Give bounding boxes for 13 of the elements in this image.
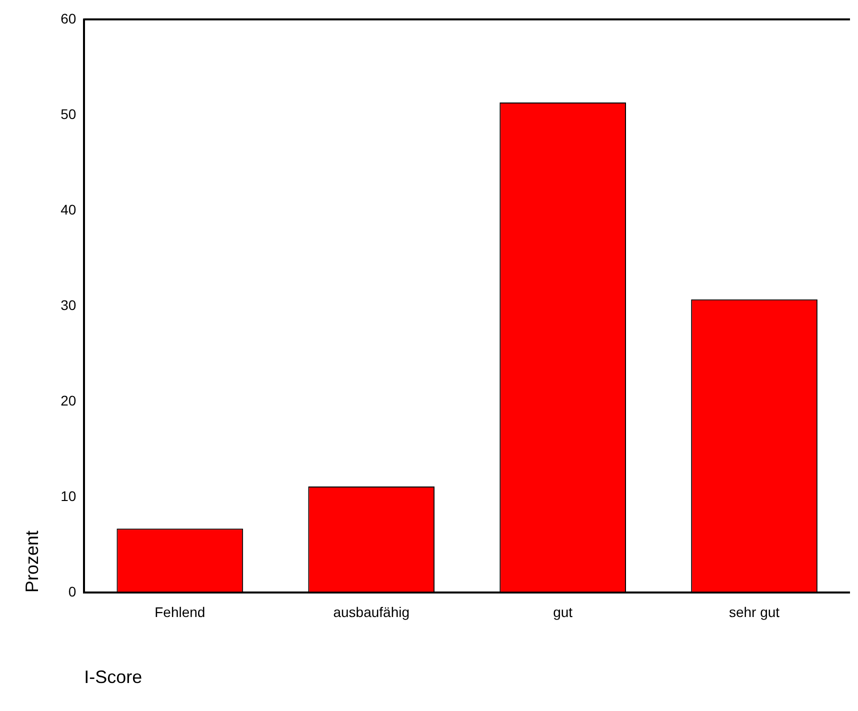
y-tick-label: 60 (60, 10, 76, 26)
x-axis-title: I-Score (84, 667, 142, 688)
y-tick-label: 10 (60, 488, 76, 504)
x-tick-label: gut (553, 604, 573, 620)
y-tick-label: 50 (60, 106, 76, 122)
y-tick-label: 40 (60, 201, 76, 218)
y-tick-label: 30 (60, 296, 76, 313)
x-tick-label: ausbaufähig (333, 604, 410, 620)
y-axis-title: Prozent (22, 530, 42, 593)
x-tick-label: sehr gut (728, 604, 780, 620)
y-tick-label: 0 (68, 583, 76, 600)
y-tick-label: 20 (60, 392, 76, 408)
x-tick-label: Fehlend (154, 604, 206, 620)
